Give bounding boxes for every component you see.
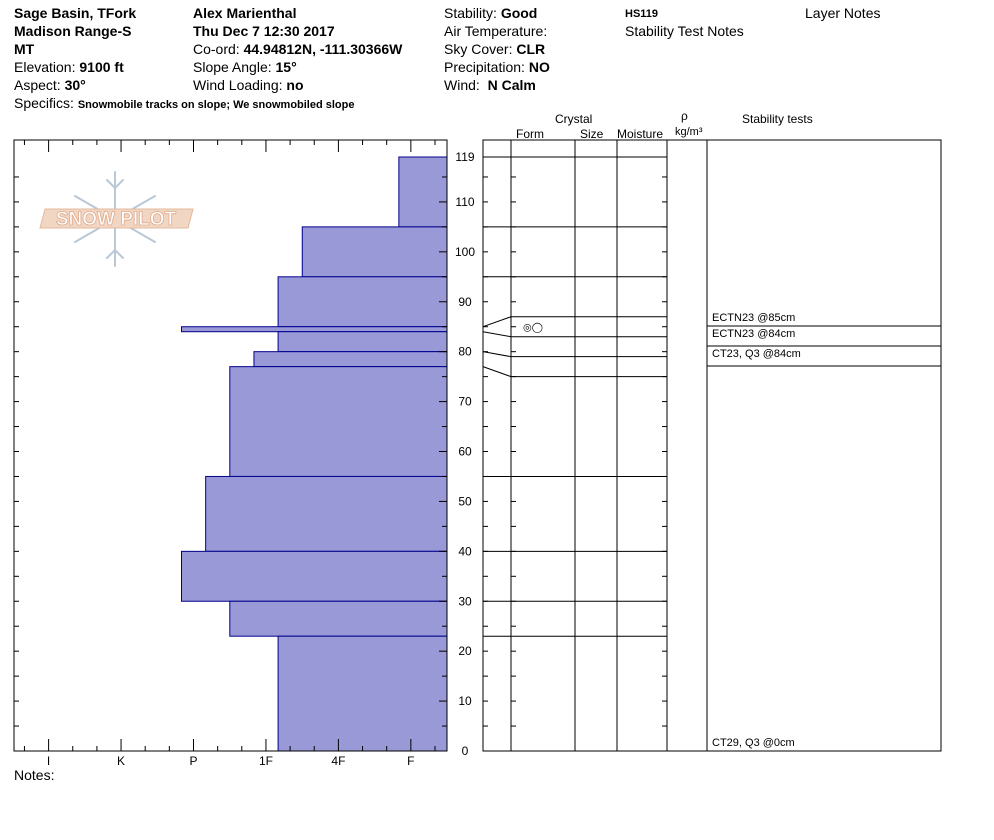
aspect-field: Aspect: 30° (14, 76, 86, 94)
wind-loading-label: Wind Loading: (193, 77, 283, 93)
stability-field: Stability: Good (444, 4, 537, 22)
hardness-bar-6 (229, 366, 448, 477)
height-tick-label: 90 (458, 295, 472, 309)
wind-loading-value: no (286, 77, 304, 93)
layer-connector-line (482, 316, 512, 328)
hardness-tick-label: I (47, 754, 50, 768)
hardness-bar-10 (277, 635, 448, 752)
location-line2: Madison Range-S (14, 23, 132, 39)
height-tick-label: 10 (458, 694, 472, 708)
elevation-label: Elevation: (14, 59, 76, 75)
hardness-bar-5 (253, 351, 448, 368)
hardness-bar-2 (277, 276, 448, 328)
form-column-header: Form (516, 127, 544, 141)
stability-test-label: ECTN23 @84cm (712, 328, 795, 340)
location-line3: MT (14, 41, 35, 57)
height-tick-label: 40 (458, 544, 472, 558)
wind-loading-field: Wind Loading: no (193, 76, 304, 94)
height-tick-label: 119 (455, 150, 474, 164)
layer-connector-line (482, 366, 512, 378)
layer-notes-heading: Layer Notes (805, 5, 881, 21)
layer-table-frame (482, 139, 942, 752)
aspect-value: 30° (64, 77, 86, 93)
air-temperature-label: Air Temperature: (444, 23, 548, 39)
moisture-column-header: Moisture (617, 127, 664, 141)
sky-cover-value: CLR (516, 41, 546, 57)
coordinates-field: Co-ord: 44.94812N, -111.30366W (193, 40, 402, 58)
crystal-column-header: Crystal (555, 112, 593, 126)
height-tick-label: 50 (458, 494, 472, 508)
specifics-value: Snowmobile tracks on slope; We snowmobil… (77, 99, 355, 111)
observation-datetime: Thu Dec 7 12:30 2017 (193, 23, 335, 39)
wind-value: N Calm (487, 77, 536, 93)
hardness-tick-label: 1F (259, 754, 273, 768)
wind-label: Wind: (444, 77, 480, 93)
notes-label: Notes: (14, 767, 55, 783)
specifics-label: Specifics: (14, 95, 74, 111)
height-tick-label: 30 (458, 594, 472, 608)
location-line1: Sage Basin, TFork (14, 5, 137, 21)
hardness-plot-frame (13, 139, 448, 752)
hardness-tick-label: 4F (331, 754, 345, 768)
stability-label: Stability: (444, 5, 497, 21)
elevation-value: 9100 ft (79, 59, 124, 75)
height-tick-label: 70 (458, 395, 472, 409)
height-tick-label: 0 (462, 744, 469, 758)
coordinates-value: 44.94812N, -111.30366W (243, 41, 403, 57)
snow-height: HS119 (625, 8, 659, 20)
height-tick-label: 80 (458, 345, 472, 359)
sky-cover-field: Sky Cover: CLR (444, 40, 545, 58)
hardness-tick-label: P (189, 754, 197, 768)
precipitation-value: NO (528, 59, 550, 75)
wind-field: Wind: N Calm (444, 76, 536, 94)
coordinates-label: Co-ord: (193, 41, 240, 57)
observer-name: Alex Marienthal (193, 5, 297, 21)
hardness-bar-9 (229, 600, 448, 637)
stability-tests-column-header: Stability tests (742, 112, 813, 126)
stability-test-label: CT23, Q3 @84cm (712, 348, 801, 360)
hardness-bar-3 (181, 326, 448, 333)
stability-test-notes-heading: Stability Test Notes (625, 23, 744, 39)
hardness-bar-1 (301, 226, 448, 278)
hardness-bar-7 (205, 475, 448, 552)
logo-text: SNOW PILOT (56, 209, 177, 230)
hardness-bar-0 (398, 156, 448, 228)
hardness-tick-label: F (407, 754, 414, 768)
hardness-tick-label: K (117, 754, 125, 768)
stability-test-label: ECTN23 @85cm (712, 312, 795, 324)
specifics-field: Specifics: Snowmobile tracks on slope; W… (14, 94, 355, 114)
layer-connector-line (482, 351, 512, 358)
aspect-label: Aspect: (14, 77, 61, 93)
snow-pilot-logo: SNOW PILOT (39, 171, 194, 267)
stability-test-label: CT29, Q3 @0cm (712, 737, 795, 749)
slope-angle-value: 15° (275, 59, 297, 75)
density-symbol: ρ (681, 109, 688, 123)
hardness-bar-8 (181, 550, 448, 602)
hardness-bar-4 (277, 331, 448, 353)
size-column-header: Size (580, 127, 604, 141)
height-tick-label: 60 (458, 445, 472, 459)
height-tick-label: 110 (455, 195, 474, 209)
density-unit: kg/m³ (675, 126, 703, 138)
elevation-field: Elevation: 9100 ft (14, 58, 124, 76)
height-tick-label: 100 (455, 245, 475, 259)
sky-cover-label: Sky Cover: (444, 41, 513, 57)
slope-angle-label: Slope Angle: (193, 59, 272, 75)
slope-angle-field: Slope Angle: 15° (193, 58, 297, 76)
layer-connector-line (482, 331, 512, 338)
precipitation-label: Precipitation: (444, 59, 525, 75)
grain-form-symbol: ◎◯ (523, 323, 543, 334)
precipitation-field: Precipitation: NO (444, 58, 550, 76)
height-tick-label: 20 (458, 644, 472, 658)
stability-value: Good (500, 5, 538, 21)
